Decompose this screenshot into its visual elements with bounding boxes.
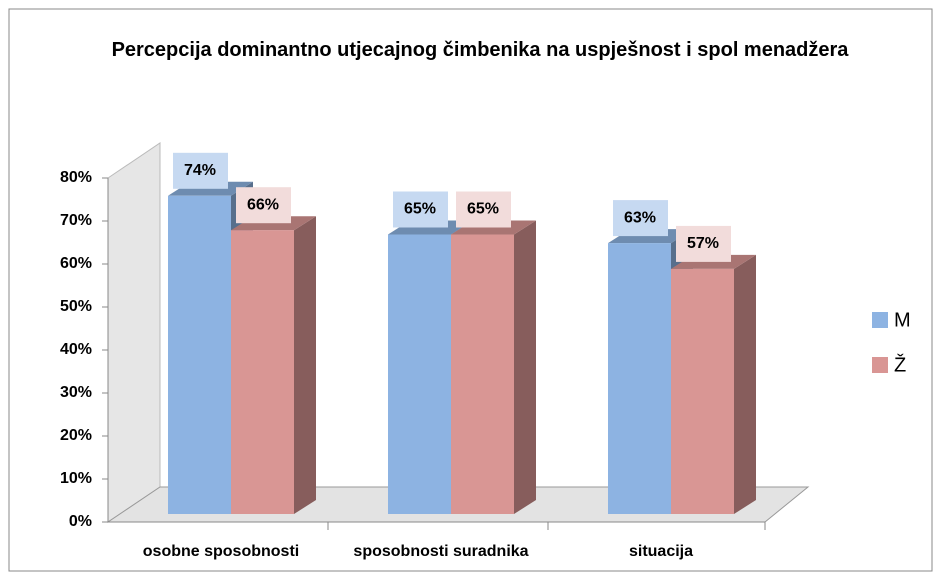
value-label-box — [173, 152, 228, 189]
legend-label: Ž — [894, 353, 906, 376]
x-tick-label: osobne sposobnosti — [143, 543, 299, 560]
value-label: 66% — [247, 196, 279, 213]
bar-side — [294, 216, 316, 514]
y-tick-label: 40% — [60, 341, 92, 358]
value-label-box — [393, 191, 448, 228]
legend-swatch — [872, 312, 888, 328]
x-tick-label: situacija — [629, 543, 693, 560]
bar — [451, 234, 514, 514]
value-label-box — [613, 200, 668, 237]
back-wall — [107, 142, 161, 523]
value-label-box — [456, 191, 511, 228]
bar-side — [734, 254, 756, 514]
bar — [671, 268, 734, 514]
bar — [608, 243, 671, 514]
bar — [231, 230, 294, 514]
y-tick-label: 10% — [60, 470, 92, 487]
y-tick-label: 70% — [60, 212, 92, 229]
y-tick-label: 0% — [69, 513, 92, 530]
bar — [168, 195, 231, 515]
x-tick-label: sposobnosti suradnika — [353, 543, 528, 560]
y-tick-label: 30% — [60, 384, 92, 401]
y-tick-label: 60% — [60, 255, 92, 272]
value-label-box — [236, 187, 291, 224]
y-tick-label: 20% — [60, 427, 92, 444]
bar — [388, 234, 451, 514]
value-label: 65% — [404, 201, 436, 218]
legend-swatch — [872, 357, 888, 373]
y-tick-label: 50% — [60, 298, 92, 315]
legend-label: M — [894, 309, 911, 331]
value-label: 57% — [687, 235, 719, 252]
chart-title: Percepcija dominantno utjecajnog čimbeni… — [111, 39, 849, 61]
value-label: 74% — [184, 162, 216, 179]
value-label: 65% — [467, 201, 499, 218]
value-label-box — [676, 225, 731, 262]
y-tick-label: 80% — [60, 169, 92, 186]
value-label: 63% — [624, 209, 656, 226]
bar-side — [514, 220, 536, 514]
